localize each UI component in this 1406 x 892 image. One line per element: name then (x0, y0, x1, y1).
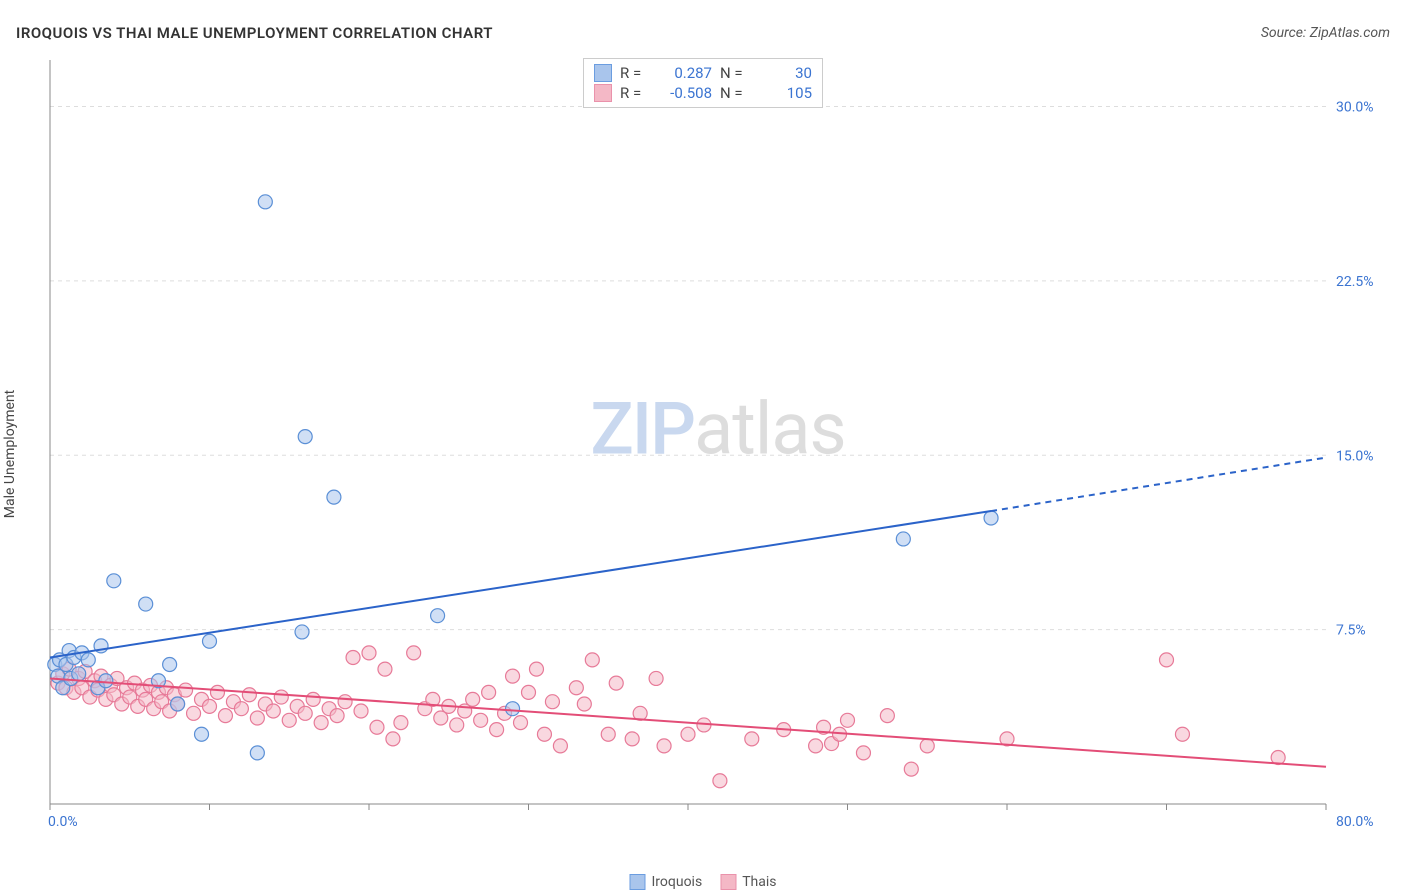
svg-text:80.0%: 80.0% (1336, 814, 1374, 830)
stats-r-label: R = (620, 84, 648, 102)
stats-n-label: N = (720, 84, 748, 102)
legend-item-iroquois: Iroquois (629, 874, 702, 890)
legend-swatch-iroquois (629, 874, 645, 890)
source-attribution: Source: ZipAtlas.com (1261, 25, 1390, 41)
chart-area: ZIPatlas 7.5%15.0%22.5%30.0%0.0%80.0% (46, 56, 1390, 834)
legend-label-iroquois: Iroquois (651, 874, 702, 890)
stats-swatch-thais (594, 84, 612, 102)
scatter-chart: 7.5% 15.0% 22.5% 30.0% 0.0% 80.0% (46, 56, 1390, 834)
svg-text:15.0%: 15.0% (1336, 448, 1374, 464)
stats-r-value-iroquois: 0.287 (656, 64, 712, 82)
stats-n-label: N = (720, 64, 748, 82)
stats-n-value-iroquois: 30 (756, 64, 812, 82)
series-legend: Iroquois Thais (629, 874, 776, 890)
y-axis-label: Male Unemployment (2, 390, 18, 518)
legend-label-thais: Thais (742, 874, 776, 890)
legend-swatch-thais (720, 874, 736, 890)
stats-n-value-thais: 105 (756, 84, 812, 102)
svg-text:0.0%: 0.0% (48, 814, 78, 830)
stats-swatch-iroquois (594, 64, 612, 82)
svg-text:22.5%: 22.5% (1336, 274, 1374, 290)
svg-text:30.0%: 30.0% (1336, 100, 1374, 116)
legend-item-thais: Thais (720, 874, 776, 890)
chart-title: IROQUOIS VS THAI MALE UNEMPLOYMENT CORRE… (16, 24, 493, 42)
stats-r-value-thais: -0.508 (656, 84, 712, 102)
stats-legend: R = 0.287 N = 30 R = -0.508 N = 105 (583, 58, 823, 108)
svg-text:7.5%: 7.5% (1336, 623, 1366, 639)
stats-row-thais: R = -0.508 N = 105 (594, 83, 812, 103)
stats-r-label: R = (620, 64, 648, 82)
stats-row-iroquois: R = 0.287 N = 30 (594, 63, 812, 83)
